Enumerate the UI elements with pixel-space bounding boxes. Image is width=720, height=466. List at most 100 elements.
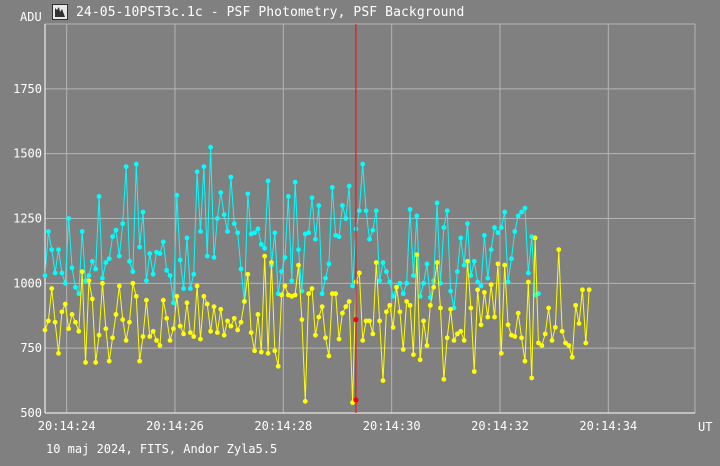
series-2-point	[471, 369, 477, 374]
series-1-point	[83, 278, 88, 284]
series-2-point	[333, 291, 339, 297]
cursor-marker	[353, 397, 359, 403]
series-2-point	[96, 332, 102, 338]
series-2-point	[296, 262, 301, 268]
series-2-point	[282, 283, 288, 289]
series-1-point	[502, 209, 508, 215]
series-1-point	[73, 284, 78, 290]
series-1-point	[56, 247, 61, 253]
x-tick-label: 20:14:24	[38, 419, 96, 433]
series-2-point	[116, 283, 122, 289]
series-1-point	[225, 229, 230, 234]
series-2-point	[522, 358, 528, 364]
series-1-point	[42, 273, 48, 278]
series-1-point	[79, 229, 85, 234]
series-1-point	[272, 230, 278, 236]
series-2-point	[59, 309, 65, 315]
series-2-point	[448, 306, 453, 312]
series-2-point	[360, 337, 366, 343]
series-1-point	[181, 286, 186, 291]
series-2-point	[586, 287, 592, 293]
series-1-point	[326, 261, 332, 267]
series-2-point	[221, 332, 227, 338]
series-2-point	[438, 305, 443, 311]
series-2-point	[427, 302, 433, 308]
series-1-point	[211, 255, 217, 260]
y-tick-label: 750	[20, 341, 42, 355]
series-2-point	[137, 358, 143, 364]
series-2-point	[451, 337, 457, 343]
series-1-point	[52, 270, 58, 276]
series-2-point	[106, 358, 112, 364]
series-1-point	[144, 278, 149, 284]
series-1-point	[245, 191, 251, 197]
series-1-point	[512, 229, 518, 234]
series-1-point	[482, 232, 487, 238]
series-2-point	[583, 340, 589, 346]
series-2-point	[211, 304, 217, 310]
series-1-point	[123, 164, 129, 170]
series-1-point	[292, 179, 298, 185]
y-tick-label: 500	[20, 406, 42, 420]
series-2-point	[380, 378, 386, 383]
series-1-point	[495, 230, 501, 236]
series-2-point	[42, 327, 48, 333]
series-2-point	[147, 334, 153, 339]
series-2-point	[323, 335, 328, 341]
series-1-point	[59, 270, 65, 276]
series-2-point	[89, 296, 95, 302]
series-2-point	[539, 343, 545, 348]
series-1-point	[373, 208, 379, 214]
series-1-point	[86, 273, 92, 278]
series-1-point	[525, 270, 531, 276]
series-2-point	[269, 260, 274, 265]
series-2-point	[164, 315, 170, 321]
series-2-point	[461, 337, 467, 343]
series-1-point	[110, 234, 115, 240]
series-2-point	[346, 299, 352, 304]
series-2-point	[569, 354, 575, 360]
series-1-point	[471, 258, 477, 264]
series-1-point	[498, 225, 504, 230]
series-1-point	[485, 275, 491, 281]
series-2-point	[127, 319, 132, 325]
series-2-point	[498, 350, 504, 356]
y-tick-label: 1250	[13, 212, 42, 226]
series-1-point	[45, 229, 51, 234]
series-2-point	[279, 292, 284, 298]
series-1-point	[515, 213, 521, 219]
series-2-point	[265, 350, 271, 356]
series-1-point	[103, 260, 109, 265]
series-2-point	[532, 235, 538, 241]
series-2-point	[424, 343, 430, 348]
series-1-point	[285, 194, 291, 199]
series-2-point	[204, 301, 210, 307]
series-1-point	[323, 275, 328, 281]
series-1-point	[336, 234, 342, 240]
series-2-point	[411, 352, 416, 358]
series-1-point	[66, 216, 72, 221]
x-tick-label: 20:14:26	[146, 419, 204, 433]
series-1-point	[164, 267, 170, 273]
series-2-point	[184, 300, 190, 306]
x-axis-unit: UT	[698, 420, 713, 434]
series-2-point	[383, 309, 389, 315]
series-1-point	[387, 279, 393, 285]
series-1-point	[434, 200, 440, 206]
series-1-point	[380, 260, 386, 265]
series-1-point	[468, 273, 474, 278]
series-2-point	[502, 262, 508, 268]
series-1-point	[319, 291, 325, 297]
series-2-point	[546, 305, 552, 311]
series-2-point	[214, 330, 220, 336]
series-1-point	[106, 256, 112, 262]
series-2-point	[123, 337, 129, 343]
series-1-point	[346, 183, 352, 189]
series-1-point	[411, 273, 416, 278]
series-1-point	[438, 280, 443, 286]
series-2-point	[69, 312, 75, 317]
series-1-point	[492, 225, 497, 230]
series-2-point	[113, 312, 119, 317]
series-1-point	[509, 256, 514, 262]
